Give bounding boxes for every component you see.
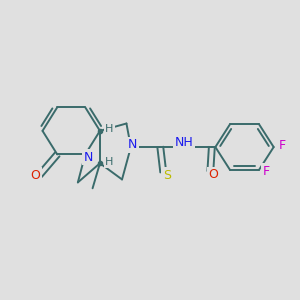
Text: N: N — [84, 151, 93, 164]
Text: NH: NH — [175, 136, 193, 149]
Text: S: S — [163, 169, 171, 182]
Text: O: O — [30, 169, 40, 182]
Text: O: O — [208, 168, 218, 181]
Text: H: H — [105, 124, 114, 134]
Text: F: F — [263, 165, 270, 178]
Text: N: N — [128, 138, 137, 151]
Text: H: H — [105, 157, 114, 167]
Text: F: F — [279, 139, 286, 152]
